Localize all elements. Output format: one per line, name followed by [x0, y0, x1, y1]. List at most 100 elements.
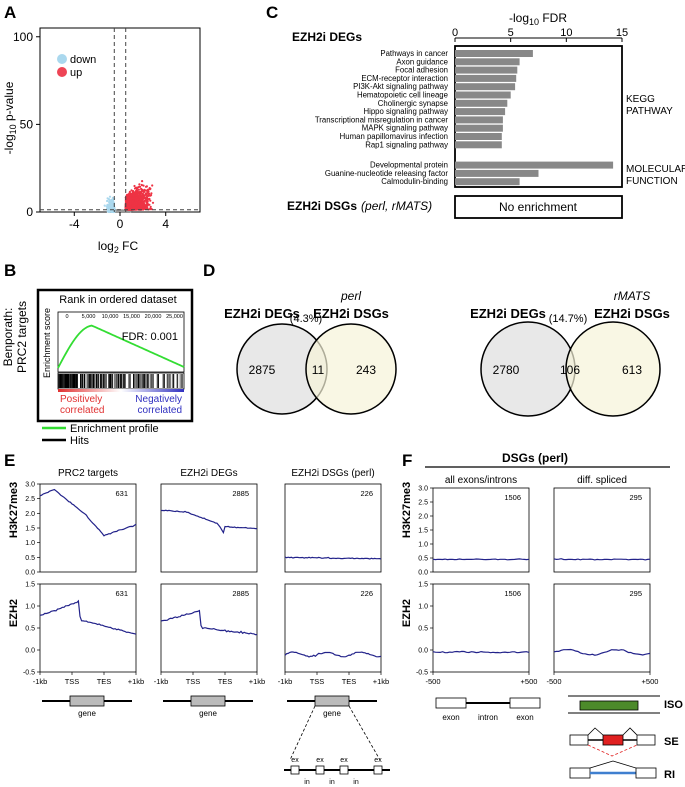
a-point-up [136, 199, 139, 203]
a-point-up [138, 183, 141, 186]
f-ezh2-frame [553, 583, 651, 673]
panel-a-volcano: -4 0 4 0 50 100 down up log2 FC -log10 p-valu… [2, 27, 201, 255]
e-ezh2-xtick-label: TSS [186, 677, 201, 686]
e-ezh2-count: 226 [360, 589, 373, 598]
b-legend-profile-label: Enrichment profile [70, 423, 159, 435]
a-point-up [142, 196, 145, 199]
f-exon-diagram: exon intron exon [435, 697, 541, 722]
d2-pct: (14.7%) [549, 313, 588, 325]
e-h3k27me3-line [39, 488, 137, 537]
e-exon-box [373, 765, 383, 775]
e-h3k27me3-line [161, 509, 257, 535]
a-legend-down-marker [57, 54, 67, 64]
a-point-up [129, 194, 132, 197]
f-h3k27me3-ytick-label: 3.0 [418, 486, 428, 493]
a-point-up [151, 201, 155, 204]
a-ytick-label: 50 [20, 117, 34, 131]
e-intron-label: in [353, 779, 359, 786]
f-h3k27me3-ytick-label: 0.5 [418, 556, 428, 563]
a-point-up [137, 204, 140, 207]
f-h3k27me3-line [432, 558, 530, 561]
e-gene-box-2 [190, 695, 226, 707]
e-h3k27me3-ytick-label: 0.0 [25, 570, 35, 577]
f-ezh2-line [432, 650, 530, 654]
a-ylabel: -log10 p-value [2, 81, 18, 154]
b-ylabel-line1: Benporath: [1, 308, 15, 367]
c-category-label: Axon guidance [396, 57, 448, 66]
e-col-title: EZH2i DSGs (perl) [291, 468, 374, 479]
a-point-up [135, 201, 138, 204]
e-ezh2-xtick-label: +1kb [128, 677, 144, 686]
f-row-h3k27me3: H3K27me3 [401, 482, 413, 538]
e-gene-box-3 [314, 695, 350, 707]
c-group-2-label-b: FUNCTION [626, 176, 678, 187]
a-point-up [134, 198, 137, 201]
panel-label-d: D [203, 261, 215, 280]
f-h3k27me3-ytick-label: 1.5 [418, 528, 428, 535]
a-point-up [149, 194, 152, 197]
e-exon-label: ex [316, 757, 324, 764]
c-category-label: Hippo signaling pathway [363, 107, 448, 116]
e-ezh2-xtick-label: -1kb [154, 677, 169, 686]
e-gene-diagrams: gene gene gene ex in ex in ex in ex [42, 695, 390, 786]
e-h3k27me3-ytick-label: 1.0 [25, 540, 35, 547]
c-category-label: Developmental protein [370, 161, 448, 170]
e-h3k27me3-ytick-label: 2.5 [25, 496, 35, 503]
a-xtick-label: 0 [117, 217, 124, 231]
a-xtick-label: 4 [162, 217, 169, 231]
a-point-up [145, 206, 148, 209]
a-point-up [128, 192, 131, 195]
a-point-down [103, 204, 106, 207]
f-h3k27me3-line [553, 558, 651, 561]
f-col-title: all exons/introns [445, 475, 517, 486]
f-h3k27me3-count: 295 [629, 493, 642, 502]
panel-label-f: F [402, 451, 412, 470]
a-point-ns [117, 210, 119, 213]
f-ezh2-line [553, 648, 651, 656]
d1-right-circle [305, 323, 397, 415]
c-group-1-label-b: PATHWAY [626, 106, 673, 117]
f-ezh2-ytick-label: 1.5 [418, 582, 428, 589]
e-col-title: EZH2i DEGs [180, 468, 237, 479]
e-exon-label: ex [374, 757, 382, 764]
c-bar [455, 141, 502, 149]
a-point-up [131, 197, 134, 200]
f-diag-intron: intron [478, 713, 498, 722]
e-ezh2-xtick-label: TES [342, 677, 357, 686]
a-point-up [148, 197, 151, 200]
c-bar [455, 74, 517, 82]
b-rank-gradient [58, 389, 184, 392]
e-ezh2-xtick-label: +1kb [249, 677, 265, 686]
f-ezh2-xtick-label: +500 [642, 677, 659, 686]
a-ytick-label: 0 [26, 205, 33, 219]
f-header: DSGs (perl) [502, 451, 568, 465]
b-xticks: 0 5,000 10,000 15,000 20,000 25,000 [65, 314, 182, 320]
c-group-1-label-a: KEGG [626, 94, 655, 105]
f-h3k27me3-ytick-label: 2.0 [418, 514, 428, 521]
e-gene-label-1: gene [78, 709, 96, 718]
c-xlabel: -log10 FDR [509, 11, 567, 27]
a-point-down [106, 210, 109, 213]
c-bar [455, 133, 502, 140]
f-col-title: diff. spliced [577, 475, 627, 486]
f-event-iso: ISO [664, 699, 683, 711]
f-h3k27me3-frame [553, 487, 651, 573]
c-category-label: Calmodulin-binding [381, 177, 448, 186]
c-axis: 0 5 10 15 [452, 27, 628, 42]
c-xtick-label: 5 [508, 27, 514, 39]
b-enrichment-curve [57, 324, 185, 369]
e-h3k27me3-ytick-label: 0.5 [25, 555, 35, 562]
a-point-up [138, 195, 141, 199]
c-dsg-box [454, 195, 623, 219]
b-xtick-label: 25,000 [166, 314, 183, 320]
e-ezh2-xtick-label: TES [218, 677, 233, 686]
e-h3k27me3-count: 226 [360, 489, 373, 498]
panel-d-venn-rmats: EZH2i DEGs rMATS EZH2i DSGs (14.7%) 2780… [470, 289, 670, 417]
c-category-label: Focal adhesion [395, 66, 448, 75]
f-splicing-events: ISO SE RI [568, 695, 683, 781]
f-h3k27me3-ytick-label: 2.5 [418, 500, 428, 507]
b-neg-label-1: Negatively [135, 394, 182, 405]
a-point-up [130, 189, 133, 192]
